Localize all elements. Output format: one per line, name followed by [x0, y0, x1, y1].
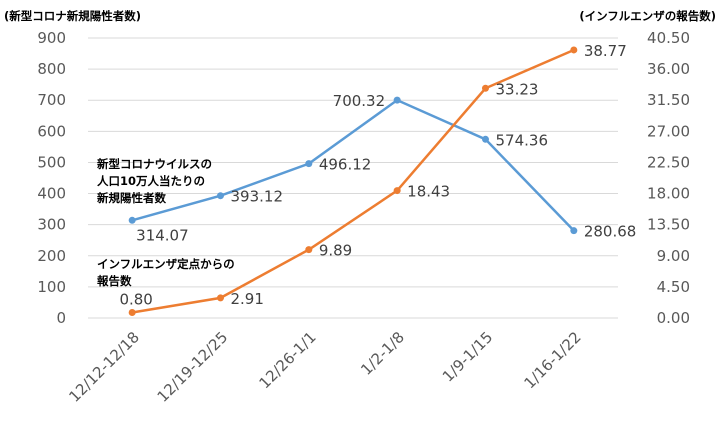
data-point	[305, 160, 313, 168]
x-tick-label: 1/2-1/8	[357, 328, 408, 379]
x-axis-ticks: 12/12-12/18 12/19-12/25 12/26-1/1 1/2-1/8 1/…	[65, 328, 584, 406]
left-axis-ticks: 0 100 200 300 400 500 600 700 800 900	[37, 29, 66, 327]
left-tick-label: 900	[37, 29, 66, 47]
series-annotation-line: 新型コロナウイルスの	[97, 157, 212, 171]
series-annotation-line: 新規陽性者数	[97, 191, 166, 205]
data-label: 0.80	[119, 290, 152, 308]
series-0: 314.07 393.12 496.12 700.32 574.36 280.68	[128, 92, 637, 244]
data-point	[128, 216, 136, 224]
data-label: 496.12	[319, 156, 372, 174]
data-label: 574.36	[496, 131, 549, 149]
data-point	[570, 46, 578, 54]
left-tick-label: 0	[56, 309, 66, 327]
right-tick-label: 9.00	[657, 247, 690, 265]
left-tick-label: 200	[37, 247, 66, 265]
right-tick-label: 40.50	[647, 29, 690, 47]
right-tick-label: 4.50	[657, 278, 690, 296]
right-tick-label: 36.00	[647, 60, 690, 78]
left-tick-label: 700	[37, 91, 66, 109]
data-label: 700.32	[333, 92, 386, 110]
x-tick-label: 12/26-1/1	[255, 328, 319, 392]
data-point	[217, 294, 224, 302]
left-axis-title: (新型コロナ新規陽性者数)	[4, 9, 141, 23]
right-tick-label: 31.50	[647, 91, 690, 109]
left-tick-label: 500	[37, 153, 66, 171]
right-tick-label: 18.00	[647, 185, 690, 203]
data-point	[482, 135, 489, 143]
data-label: 280.68	[584, 223, 637, 241]
left-tick-label: 300	[37, 216, 66, 234]
series-annotations: 新型コロナウイルスの人口10万人当たりの新規陽性者数インフルエンザ定点からの報告…	[97, 157, 235, 288]
x-tick-label: 12/19-12/25	[154, 328, 232, 406]
right-axis-title: (インフルエンザの報告数)	[579, 9, 716, 23]
right-tick-label: 22.50	[647, 153, 690, 171]
series-annotation-line: インフルエンザ定点からの	[97, 257, 235, 271]
data-label: 38.77	[584, 42, 627, 60]
data-label: 33.23	[496, 80, 539, 98]
data-point	[393, 96, 401, 104]
series-annotation-line: 報告数	[97, 274, 132, 288]
gridlines	[88, 37, 618, 319]
data-point	[305, 246, 313, 254]
series-annotation-line: 人口10万人当たりの	[97, 174, 205, 188]
left-tick-label: 100	[37, 278, 66, 296]
data-point	[393, 187, 401, 195]
data-label: 9.89	[319, 242, 352, 260]
left-tick-label: 600	[37, 122, 66, 140]
data-label: 18.43	[407, 183, 450, 201]
series-line	[131, 48, 575, 314]
x-tick-label: 1/9-1/15	[439, 328, 496, 385]
data-label: 393.12	[231, 188, 284, 206]
data-point	[482, 84, 489, 92]
x-tick-label: 12/12-12/18	[65, 328, 143, 406]
data-point	[217, 192, 224, 200]
right-tick-label: 13.50	[647, 216, 690, 234]
left-tick-label: 800	[37, 60, 66, 78]
series-layer: 314.07393.12496.12700.32574.36280.680.80…	[119, 42, 636, 316]
x-tick-label: 1/16-1/22	[520, 328, 584, 392]
series-line	[131, 98, 575, 232]
data-point	[570, 227, 578, 235]
data-point	[128, 308, 136, 316]
right-tick-label: 27.00	[647, 122, 690, 140]
right-axis-ticks: 0.00 4.50 9.00 13.50 18.00 22.50 27.00 31.50 36.…	[647, 29, 690, 327]
data-label: 2.91	[231, 290, 264, 308]
data-label: 314.07	[136, 226, 189, 244]
series-1: 0.80 2.91 9.89 18.43 33.23 38.77	[119, 42, 627, 316]
left-tick-label: 400	[37, 185, 66, 203]
right-tick-label: 0.00	[657, 309, 690, 327]
